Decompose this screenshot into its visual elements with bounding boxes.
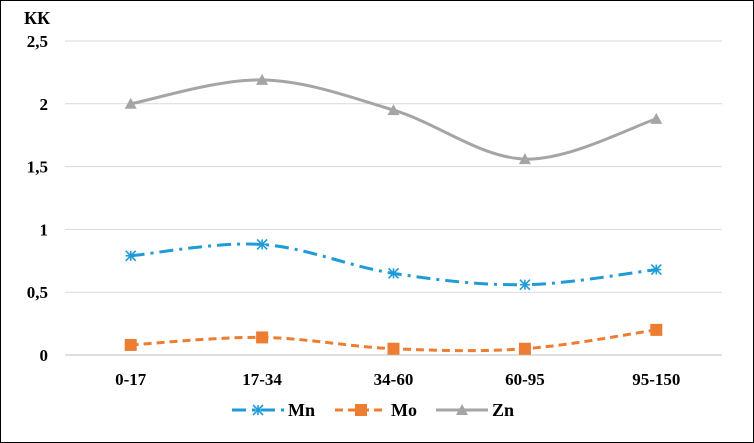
- data-point: [256, 331, 269, 344]
- data-point: [124, 338, 137, 351]
- data-point: [518, 153, 531, 165]
- series-zn: [124, 73, 663, 165]
- data-point: [387, 104, 400, 116]
- legend-label: Mo: [391, 400, 417, 420]
- y-axis-label: КК: [24, 8, 50, 28]
- data-point: [518, 342, 531, 355]
- data-point: [387, 267, 400, 279]
- x-tick-label: 0-17: [115, 370, 147, 389]
- series-line: [130, 242, 657, 287]
- legend-item-mo: Mo: [335, 400, 417, 420]
- y-tick-label: 2: [40, 95, 49, 114]
- legend-marker: [252, 404, 264, 416]
- gridlines: [65, 40, 722, 356]
- data-point: [256, 238, 268, 251]
- y-tick-label: 1: [40, 220, 49, 239]
- legend-item-mn: Mn: [232, 400, 315, 420]
- y-tick-label: 2,5: [27, 32, 48, 51]
- x-tick-label: 95-150: [632, 370, 680, 389]
- series-mn: [125, 238, 662, 291]
- data-point: [519, 279, 531, 291]
- legend-item-zn: Zn: [436, 400, 514, 420]
- x-tick-labels: 0-17 17-34 34-60 60-95 95-150: [115, 370, 680, 389]
- x-tick-label: 34-60: [374, 370, 414, 389]
- data-point: [256, 73, 269, 85]
- x-tick-label: 60-95: [505, 370, 545, 389]
- legend-marker: [355, 404, 367, 416]
- series-group: [124, 73, 663, 355]
- series-mo: [124, 323, 663, 355]
- legend-label: Zn: [492, 400, 514, 420]
- y-tick-labels: 0 0,5 1 1,5 2 2,5: [27, 32, 48, 365]
- data-point: [124, 97, 137, 109]
- data-point: [650, 323, 663, 336]
- data-point: [125, 250, 137, 262]
- data-point: [650, 112, 663, 124]
- legend-marker: [456, 404, 468, 415]
- y-tick-label: 0,5: [27, 283, 48, 302]
- legend: Mn Mo Zn: [232, 400, 514, 420]
- series-line: [130, 78, 657, 161]
- data-point: [387, 342, 400, 355]
- y-tick-label: 1,5: [27, 158, 48, 177]
- y-tick-label: 0: [40, 346, 49, 365]
- x-tick-label: 17-34: [242, 370, 282, 389]
- legend-label: Mn: [288, 400, 315, 420]
- data-point: [650, 264, 662, 276]
